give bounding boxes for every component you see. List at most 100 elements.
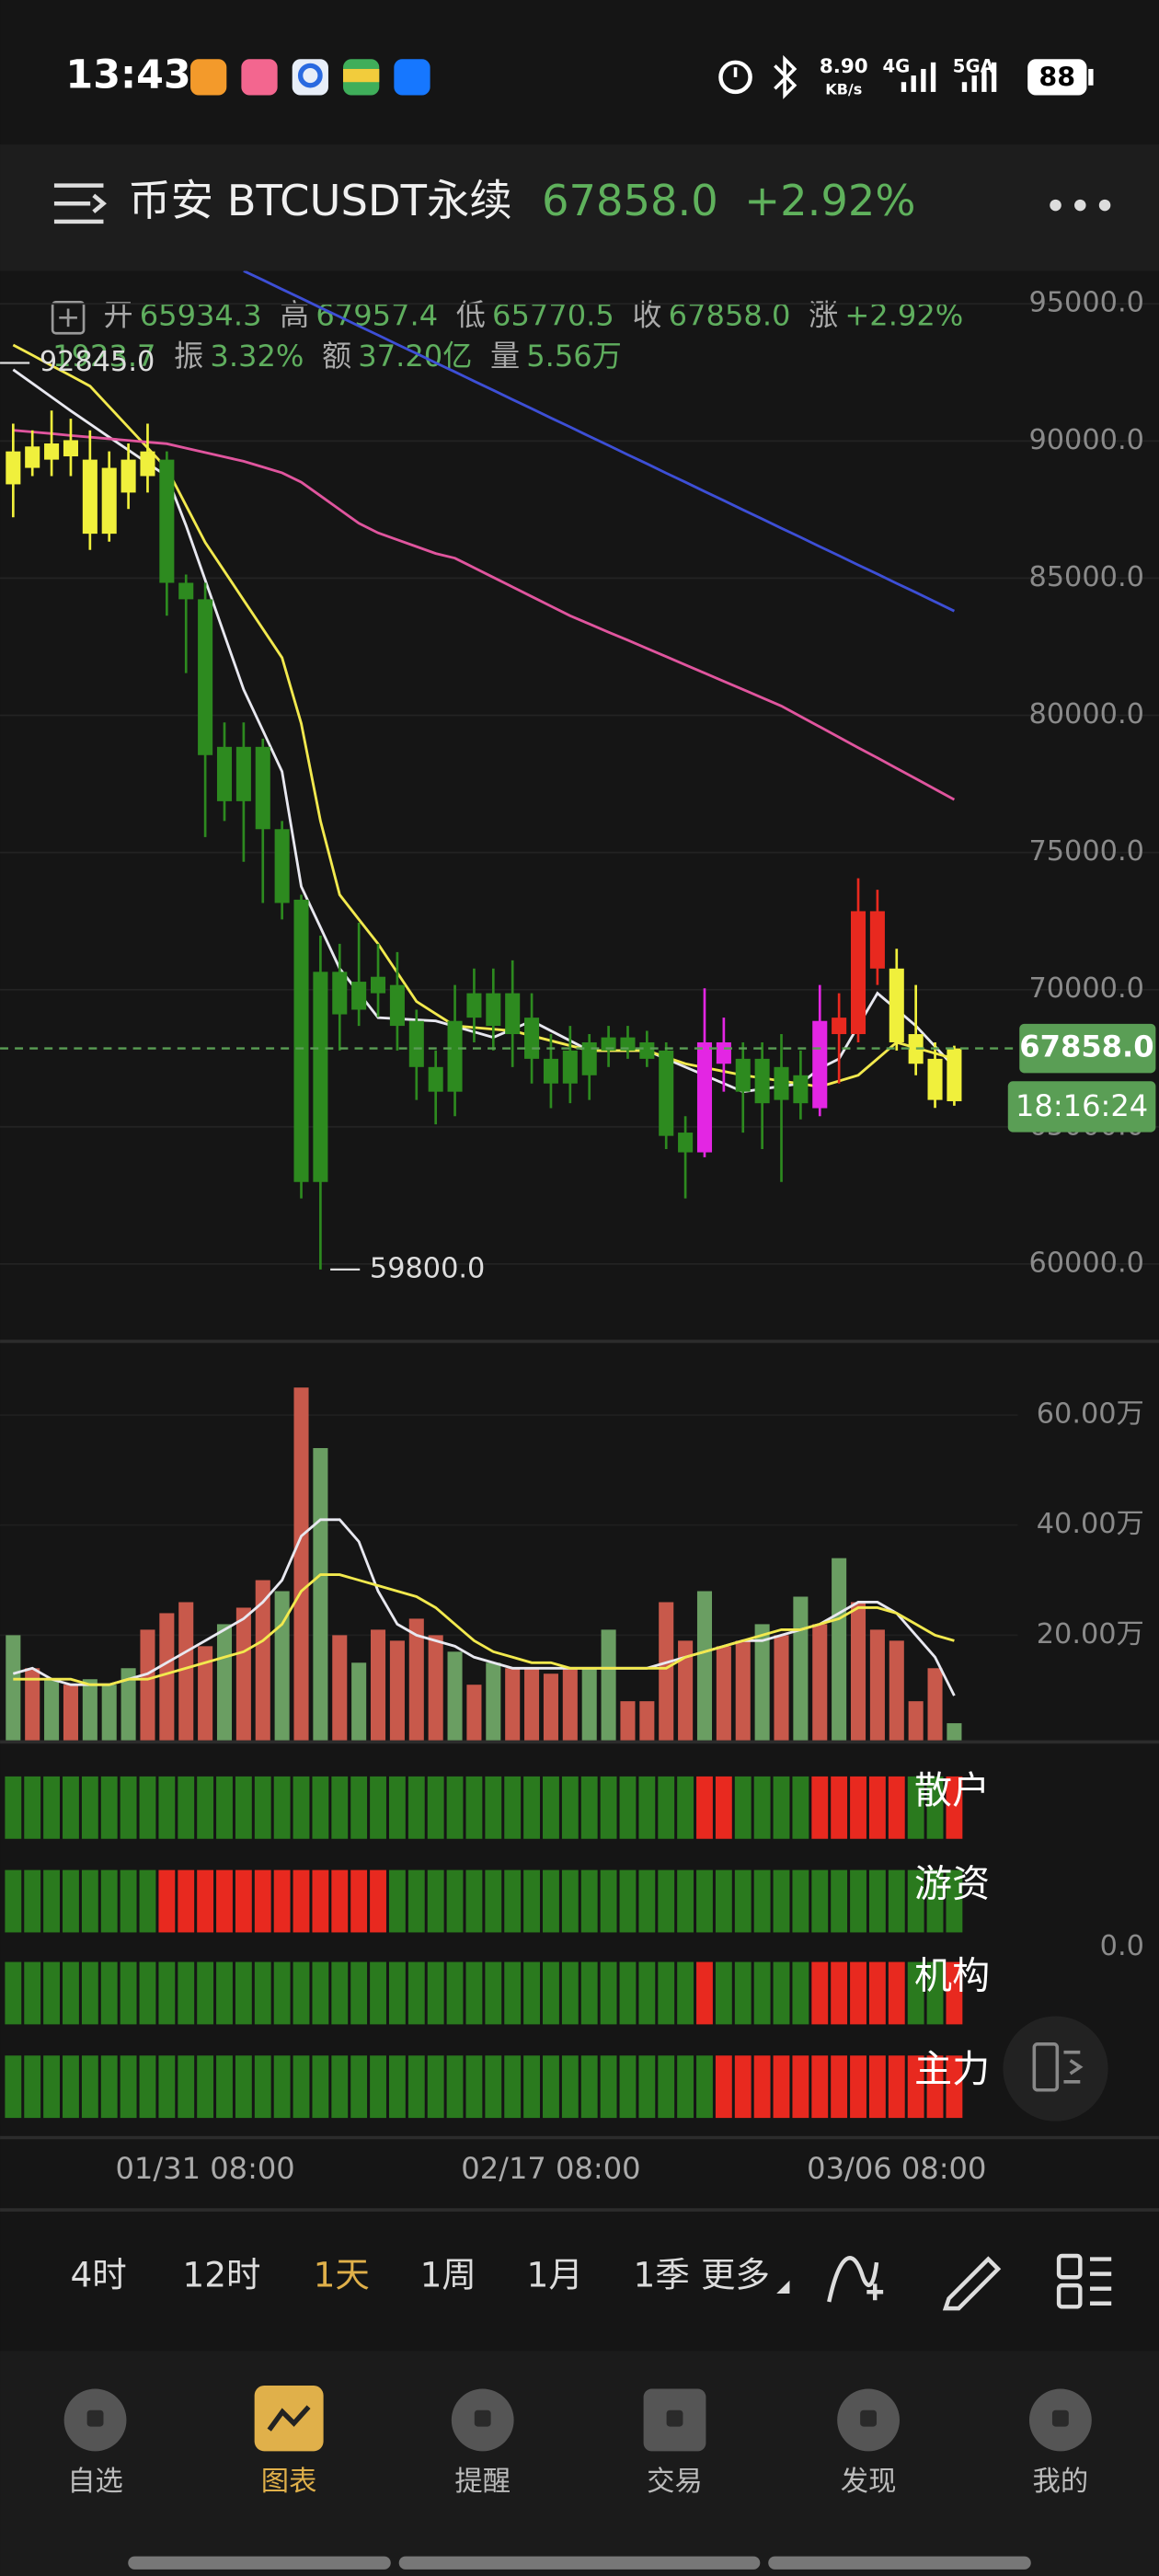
signal-bar <box>485 1776 502 1839</box>
timeframe-tab[interactable]: 更多 <box>701 2255 770 2295</box>
signal-bar <box>370 1961 386 2025</box>
timeframe-tab[interactable]: 12时 <box>182 2255 260 2295</box>
toolbar-icons[interactable] <box>827 2253 1112 2311</box>
signal-bar <box>831 1869 848 1933</box>
timeframe-tab[interactable]: 1月 <box>527 2255 583 2295</box>
candle-body <box>754 1058 770 1104</box>
nav-label[interactable]: 提醒 <box>454 2466 511 2498</box>
signal-bar <box>331 1776 349 1839</box>
signal-bar <box>888 1776 905 1839</box>
signal-bar <box>293 1961 310 2025</box>
volume-bar <box>908 1701 924 1741</box>
candle-body <box>889 968 904 1042</box>
timeframe-tab[interactable]: 4时 <box>70 2255 126 2295</box>
signal-bar <box>619 1961 637 2025</box>
price-chart <box>0 270 1159 1270</box>
signal-bar <box>485 2055 502 2119</box>
candle-body <box>255 746 270 830</box>
signal-bar <box>658 1869 675 1933</box>
menu-button[interactable] <box>53 183 107 224</box>
signal-bar <box>293 1776 310 1839</box>
nav-label[interactable]: 图表 <box>261 2466 317 2498</box>
volume-bar <box>293 1387 309 1741</box>
timeframe-tab[interactable]: 1天 <box>314 2255 370 2295</box>
nav-icon[interactable] <box>837 2388 900 2452</box>
signal-bar <box>926 1776 944 1839</box>
volume-bar <box>447 1651 463 1741</box>
signal-bar <box>139 1776 156 1839</box>
candle-body <box>389 984 405 1027</box>
y-tick-label: 85000.0 <box>1028 561 1143 593</box>
signal-bar <box>178 2055 195 2119</box>
signal-bar <box>868 1961 886 2025</box>
nav-label[interactable]: 交易 <box>647 2466 703 2498</box>
signal-bar <box>946 1961 963 2025</box>
nav-icon[interactable] <box>643 2388 706 2452</box>
volume-bar <box>927 1668 943 1741</box>
info-label: 开 <box>103 297 132 332</box>
signal-bar <box>407 1961 425 2025</box>
signal-bar <box>216 1869 233 1933</box>
volume-bar <box>428 1635 443 1741</box>
volume-bar <box>216 1624 233 1741</box>
signal-bar <box>407 1776 425 1839</box>
signal-bar <box>427 1869 444 1933</box>
candle-body <box>543 1058 558 1084</box>
signal-bar <box>120 1869 137 1933</box>
symbol-title[interactable]: 币安 BTCUSDT永续 <box>128 176 511 225</box>
nav-icon[interactable] <box>1028 2388 1092 2452</box>
header-price: 67858.0 <box>542 176 718 225</box>
volume-bar <box>562 1668 578 1741</box>
nav-icon[interactable] <box>63 2388 127 2452</box>
signal-bar <box>734 1869 752 1933</box>
nav-icon[interactable] <box>451 2388 514 2452</box>
volume-bar <box>371 1629 386 1741</box>
signal-bar <box>216 2055 233 2119</box>
signal-bar <box>850 1869 866 1933</box>
layout-button[interactable] <box>1003 2016 1108 2122</box>
bottom-nav <box>0 2351 1159 2576</box>
header-change: +2.92% <box>744 176 915 225</box>
last-price-box <box>1019 1023 1156 1074</box>
volume-bar <box>793 1596 809 1741</box>
signal-bar <box>388 1776 406 1839</box>
candle-body <box>774 1066 789 1100</box>
countdown-box <box>1007 1081 1156 1133</box>
nav-icon[interactable] <box>254 2385 324 2452</box>
candle-body <box>696 1041 713 1153</box>
volume-bar <box>620 1701 636 1741</box>
signal-label: 主力 <box>914 2047 990 2091</box>
status-icons <box>718 54 1094 99</box>
signal-bar <box>5 2055 22 2119</box>
volume-bar <box>466 1685 482 1741</box>
signal-bar <box>235 2055 252 2119</box>
timeframe-tab[interactable]: 1季 <box>634 2255 690 2295</box>
signal-bar <box>831 1776 848 1839</box>
expand-icon[interactable] <box>51 301 86 335</box>
timeframe-tab[interactable]: 1周 <box>420 2255 476 2295</box>
signal-bar <box>331 2055 349 2119</box>
candle-body <box>447 1020 463 1092</box>
signal-bar <box>350 1776 368 1839</box>
signal-bar <box>658 1776 675 1839</box>
more-button[interactable] <box>1050 199 1111 212</box>
volume-bar <box>735 1640 751 1741</box>
signal-bar <box>600 1776 617 1839</box>
nav-label[interactable]: 我的 <box>1033 2466 1089 2498</box>
signal-bar <box>178 1961 195 2025</box>
nav-label[interactable]: 自选 <box>67 2466 123 2498</box>
candle-body <box>274 829 290 903</box>
signal-bar <box>43 1776 61 1839</box>
signal-bar <box>907 1961 924 2025</box>
signal-bar <box>850 2055 866 2119</box>
signal-bar <box>485 1961 502 2025</box>
candle-body <box>659 1050 674 1136</box>
info-value: 1923.7 <box>52 339 155 374</box>
volume-bar <box>947 1723 962 1741</box>
nav-label[interactable]: 发现 <box>841 2466 897 2498</box>
signal-bar <box>888 1961 905 2025</box>
signal-bar <box>350 2055 368 2119</box>
volume-bar <box>543 1673 558 1741</box>
signal-bar <box>580 1961 598 2025</box>
signal-bar <box>254 1961 271 2025</box>
